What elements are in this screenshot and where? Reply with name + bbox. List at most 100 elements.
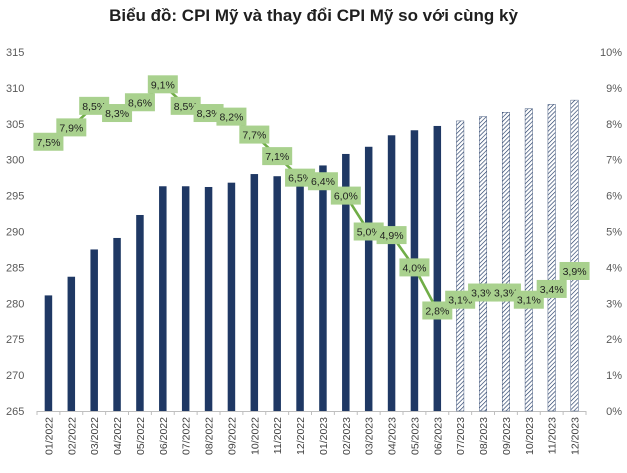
y-left-tick-label: 295 [6, 191, 24, 203]
data-label: 3,1% [517, 295, 541, 307]
data-label-box [170, 96, 201, 115]
data-label-box [536, 279, 567, 298]
data-label: 8,3% [105, 108, 129, 120]
data-label-box [239, 125, 270, 144]
data-label: 5,0% [357, 227, 381, 239]
x-tick-label: 11/2022 [272, 417, 284, 454]
x-tick-label: 09/2022 [226, 417, 238, 455]
y-left-tick-label: 305 [6, 119, 24, 131]
x-tick-label: 04/2022 [112, 417, 124, 455]
data-label: 8,3% [197, 108, 221, 120]
cpi-bar [44, 295, 53, 411]
data-label: 2,8% [425, 305, 449, 317]
data-label: 8,5% [82, 101, 106, 113]
cpi-bar [136, 214, 144, 411]
x-tick-label: 07/2022 [181, 417, 193, 455]
cpi-bar [364, 146, 373, 411]
data-label: 6,5% [288, 173, 312, 185]
data-label-box [262, 147, 293, 166]
data-label-box [56, 118, 87, 137]
data-label-box [216, 107, 247, 126]
cpi-bar [113, 237, 121, 411]
y-left-tick-label: 270 [6, 370, 24, 382]
y-right-tick-label: 9% [606, 83, 622, 95]
bars-group [44, 99, 579, 412]
data-label: 4,0% [402, 262, 426, 274]
data-label: 7,5% [36, 137, 60, 149]
x-tick-label: 06/2023 [432, 417, 444, 455]
x-tick-label: 03/2023 [364, 417, 376, 455]
x-tick-label: 04/2023 [387, 417, 399, 455]
cpi-bar [296, 182, 304, 411]
y-right-tick-label: 7% [606, 155, 622, 167]
x-tick-label: 10/2023 [524, 417, 536, 455]
y-left-tick-label: 280 [6, 298, 24, 310]
y-right-tick-label: 6% [606, 191, 622, 203]
data-label: 6,0% [334, 191, 358, 203]
cpi-bar [204, 186, 213, 411]
data-label: 7,7% [242, 130, 266, 142]
x-tick-label: 12/2023 [570, 417, 582, 455]
cpi-bar-forecast [501, 112, 510, 412]
y-right-tick-label: 4% [606, 262, 622, 274]
data-label-box [422, 301, 453, 320]
cpi-bar [342, 153, 350, 411]
y-right-tick-label: 10% [600, 47, 622, 59]
data-label-box [79, 96, 110, 115]
cpi-bar-forecast [479, 116, 488, 412]
data-label-box [445, 290, 476, 309]
data-label: 7,9% [59, 122, 83, 134]
cpi-bar [433, 125, 442, 411]
x-tick-label: 09/2023 [501, 417, 513, 455]
y-left-tick-label: 300 [6, 155, 24, 167]
x-tick-label: 03/2022 [89, 417, 101, 455]
data-label-box [399, 258, 430, 277]
data-label: 3,3% [494, 288, 518, 300]
cpi-bar-forecast [547, 104, 556, 412]
data-label: 6,4% [311, 176, 335, 188]
data-label: 8,6% [128, 97, 152, 109]
data-label: 3,9% [563, 266, 587, 278]
cpi-bar [319, 165, 327, 411]
data-label: 4,9% [380, 230, 404, 242]
y-left-tick-label: 275 [6, 334, 24, 346]
x-tick-label: 05/2022 [135, 417, 147, 455]
axes-group: 265 270 275 280 285 290 295 300 305 310 315 0% 1% 2% 3… [6, 47, 622, 455]
x-tick-label: 02/2023 [341, 417, 353, 455]
chart-title: Biểu đồ: CPI Mỹ và thay đổi CPI Mỹ so vớ… [109, 6, 518, 25]
x-tick-label: 12/2022 [295, 417, 307, 455]
x-tick-label: 01/2022 [43, 417, 55, 455]
data-label-box [376, 226, 407, 245]
cpi-bar [67, 276, 76, 411]
data-label: 8,5% [174, 101, 198, 113]
x-tick-label: 11/2023 [547, 417, 559, 454]
x-tick-label: 06/2022 [158, 417, 170, 455]
x-tick-label: 10/2022 [249, 417, 261, 455]
data-label-box [468, 283, 499, 302]
y-right-tick-label: 5% [606, 227, 622, 239]
data-label-box [353, 222, 384, 241]
cpi-bar-forecast [570, 99, 579, 412]
data-label: 3,1% [448, 295, 472, 307]
y-left-tick-label: 265 [6, 406, 24, 418]
cpi-bar-forecast [456, 120, 465, 412]
data-label-box [193, 104, 224, 123]
data-label-box [285, 168, 316, 187]
y-right-tick-label: 2% [606, 334, 622, 346]
cpi-bar [181, 186, 190, 411]
data-label-box [307, 172, 338, 191]
data-label-box [102, 104, 133, 123]
cpi-bar [159, 186, 167, 411]
x-tick-label: 01/2023 [318, 417, 330, 455]
y-left-tick-label: 290 [6, 227, 24, 239]
data-label: 7,1% [265, 151, 289, 163]
data-label-box [33, 132, 64, 151]
cpi-bar [250, 174, 259, 411]
x-tick-label: 07/2023 [455, 417, 467, 455]
data-label-box [513, 290, 544, 309]
data-label: 3,4% [540, 284, 564, 296]
y-right-tick-label: 3% [606, 298, 622, 310]
cpi-bar-forecast [524, 108, 533, 412]
data-label: 3,3% [471, 288, 495, 300]
